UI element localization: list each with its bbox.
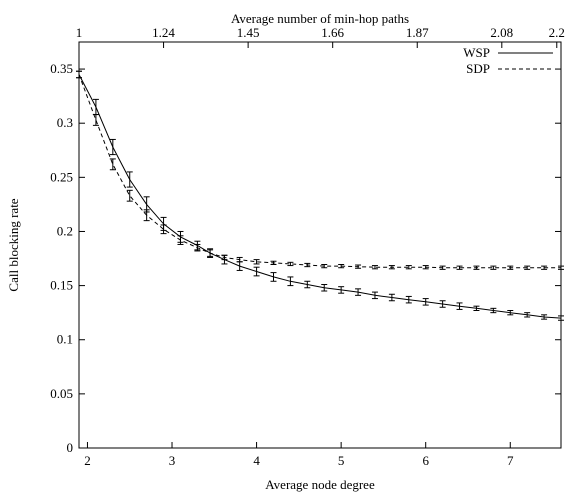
error-bar-wsp	[524, 312, 531, 318]
error-bar-sdp	[439, 265, 446, 270]
x-tick-label: 6	[422, 453, 429, 468]
y-tick-label: 0.05	[50, 386, 73, 401]
y-axis-title: Call blocking rate	[6, 198, 21, 291]
error-bar-wsp	[355, 288, 362, 296]
error-bar-wsp	[439, 300, 446, 308]
error-bar-wsp	[253, 266, 260, 277]
error-bar-sdp	[236, 256, 243, 263]
error-bar-wsp	[109, 138, 116, 156]
y-tick-label: 0	[67, 440, 74, 455]
series-line-wsp	[78, 74, 562, 319]
error-bar-sdp	[558, 265, 564, 270]
error-bar-sdp	[194, 243, 201, 252]
x-tick-label: 5	[338, 453, 345, 468]
error-bar-sdp	[126, 189, 133, 202]
x2-tick-label: 1.66	[321, 25, 344, 40]
error-bar-sdp	[405, 265, 412, 270]
error-bar-wsp	[338, 286, 345, 294]
x-tick-label: 4	[253, 453, 260, 468]
x2-tick-label: 1.24	[152, 25, 175, 40]
x2-axis: 1 1.24 1.45 1.66 1.87 2.08 2.2	[76, 25, 565, 48]
series-line-sdp	[78, 74, 561, 269]
y-axis: 0 0.05 0.1 0.15 0.2 0.25 0.3 0.35	[50, 61, 561, 455]
error-bar-wsp	[287, 276, 294, 287]
error-bar-sdp	[109, 158, 116, 171]
y-tick-label: 0.25	[50, 169, 73, 184]
error-bar-wsp	[541, 314, 548, 320]
y-tick-label: 0.35	[50, 61, 73, 76]
series-wsp	[76, 70, 564, 321]
series-layer	[76, 70, 564, 321]
error-bar-wsp	[371, 291, 378, 300]
error-bar-wsp	[422, 298, 429, 306]
series-sdp	[76, 70, 564, 270]
plot-frame	[78, 41, 562, 449]
x-tick-label: 2	[84, 453, 91, 468]
error-bar-wsp	[405, 295, 412, 304]
x2-axis-title: Average number of min-hop paths	[231, 11, 409, 26]
x-tick-label: 7	[507, 453, 514, 468]
legend-label-wsp: WSP	[463, 45, 490, 60]
error-bar-sdp	[355, 264, 362, 269]
error-bar-sdp	[160, 224, 167, 235]
error-bar-wsp	[270, 272, 277, 282]
x-axis: 2 3 4 5 6 7	[84, 442, 514, 468]
error-bar-sdp	[270, 260, 277, 265]
error-bar-sdp	[321, 263, 328, 269]
error-bar-sdp	[507, 265, 514, 270]
error-bar-sdp	[456, 265, 463, 270]
error-bar-sdp	[253, 259, 260, 265]
x2-tick-label: 1	[76, 25, 83, 40]
y-tick-label: 0.15	[50, 278, 73, 293]
error-bar-wsp	[490, 307, 497, 314]
error-bar-sdp	[541, 265, 548, 270]
x2-tick-label: 2.08	[490, 25, 513, 40]
error-bar-sdp	[338, 263, 345, 269]
error-bar-sdp	[490, 265, 497, 270]
x2-tick-label: 1.45	[237, 25, 260, 40]
error-bar-sdp	[287, 261, 294, 267]
x-tick-label: 3	[169, 453, 176, 468]
error-bar-wsp	[126, 171, 133, 188]
error-bar-sdp	[221, 254, 228, 261]
error-bar-sdp	[371, 265, 378, 270]
error-bar-wsp	[321, 284, 328, 292]
error-bar-sdp	[304, 262, 311, 268]
error-bar-wsp	[456, 302, 463, 310]
x2-tick-label: 2.2	[549, 25, 565, 40]
error-bar-sdp	[388, 265, 395, 270]
error-bar-sdp	[422, 265, 429, 270]
error-bar-sdp	[76, 70, 82, 79]
error-bar-wsp	[558, 315, 564, 321]
error-bar-wsp	[304, 280, 311, 289]
y-tick-label: 0.1	[57, 332, 73, 347]
error-bar-wsp	[236, 261, 243, 271]
y-tick-label: 0.3	[57, 115, 73, 130]
error-bar-sdp	[92, 114, 99, 126]
legend-label-sdp: SDP	[466, 61, 490, 76]
error-bar-sdp	[177, 235, 184, 245]
x-axis-title: Average node degree	[265, 477, 375, 492]
error-bar-sdp	[524, 265, 531, 270]
y-tick-label: 0.2	[57, 223, 73, 238]
error-bar-sdp	[473, 265, 480, 270]
x2-tick-label: 1.87	[406, 25, 429, 40]
error-bar-wsp	[388, 293, 395, 302]
error-bar-sdp	[143, 209, 150, 222]
error-bar-sdp	[207, 249, 214, 257]
error-bar-wsp	[473, 305, 480, 312]
error-bar-wsp	[507, 310, 514, 316]
